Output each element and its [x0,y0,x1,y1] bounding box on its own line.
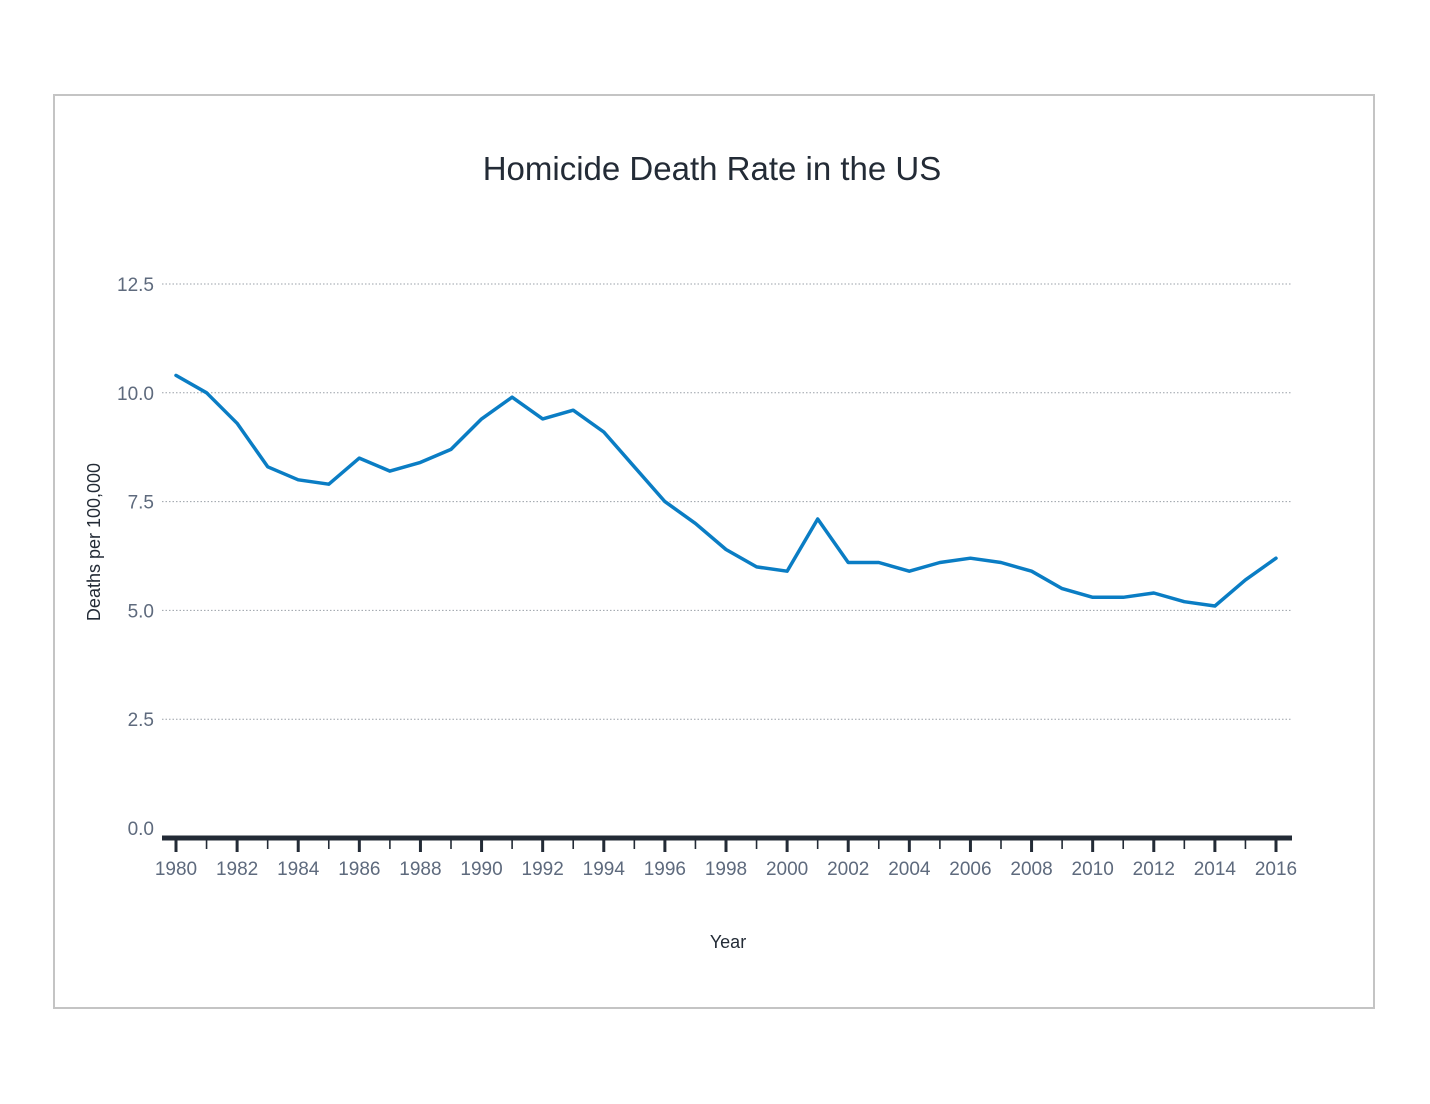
x-tick-label: 1990 [460,859,502,880]
x-tick-label: 2006 [949,859,991,880]
series-layer [174,373,1278,608]
x-tick-label: 1986 [338,859,380,880]
x-tick-label: 1998 [705,859,747,880]
y-axis-title: Deaths per 100,000 [84,463,104,621]
x-tick-label: 2012 [1133,859,1175,880]
x-axis-title: Year [710,932,746,952]
chart-frame [53,94,1375,1009]
y-tick-label: 5.0 [128,601,154,622]
x-tick-label: 2000 [766,859,808,880]
x-axis: 1980 1982 1984 1986 1988 1990 1992 1994 1996 1998… [155,835,1297,880]
gridlines [162,283,1292,720]
series-line [174,373,1278,608]
y-tick-label: 0.0 [128,819,154,840]
x-tick-label: 2014 [1194,859,1237,880]
x-tick-label: 1980 [155,859,197,880]
x-tick-label: 1984 [277,859,320,880]
x-tick-label: 2008 [1010,859,1052,880]
x-tick-label: 2016 [1255,859,1297,880]
y-tick-label: 12.5 [117,275,154,296]
y-tick-label: 10.0 [117,384,154,405]
x-tick-label: 1996 [644,859,686,880]
y-tick-label: 7.5 [128,493,154,514]
y-tick-label: 2.5 [128,710,154,731]
x-tick-label: 2002 [827,859,869,880]
x-tick-label: 1982 [216,859,258,880]
x-tick-label: 2004 [888,859,931,880]
y-axis-ticks: 0.0 2.5 5.0 7.5 10.0 12.5 [117,275,154,840]
x-tick-label: 1988 [399,859,441,880]
x-tick-label: 2010 [1072,859,1114,880]
chart-title: Homicide Death Rate in the US [483,150,942,187]
x-tick-label: 1992 [522,859,564,880]
x-tick-label: 1994 [583,859,626,880]
